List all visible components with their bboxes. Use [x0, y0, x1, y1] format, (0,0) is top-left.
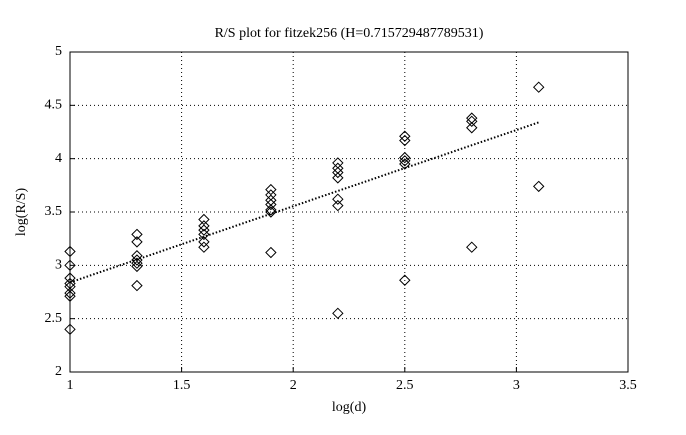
data-point [533, 81, 545, 93]
data-point [332, 193, 344, 205]
y-axis-label: log(R/S) [14, 188, 29, 237]
data-point [198, 241, 210, 253]
x-tick-label: 2 [290, 378, 297, 393]
data-point [399, 130, 411, 142]
data-point [466, 122, 478, 134]
data-point [198, 228, 210, 241]
data-point [64, 290, 76, 302]
data-point [131, 228, 143, 241]
data-point [198, 224, 210, 236]
data-point [399, 274, 411, 286]
y-tick-label: 2 [55, 364, 62, 379]
data-point [332, 166, 344, 179]
data-point [64, 245, 76, 258]
chart-title: R/S plot for fitzek256 (H=0.715729487789… [215, 26, 484, 41]
y-tick-label: 5 [55, 44, 62, 59]
x-axis-label: log(d) [332, 400, 367, 415]
data-point [332, 307, 344, 320]
data-point [265, 204, 277, 216]
data-point [64, 287, 76, 299]
x-tick-label: 3 [513, 378, 520, 393]
x-tick-label: 2.5 [396, 378, 414, 393]
data-point [265, 246, 277, 259]
x-tick-label: 1 [67, 378, 74, 393]
data-point [332, 172, 344, 184]
y-tick-label: 2.5 [45, 311, 63, 326]
data-point [399, 158, 411, 170]
data-point [399, 151, 411, 164]
data-point [64, 259, 76, 272]
data-point [131, 260, 143, 273]
y-tick-label: 3.5 [45, 204, 63, 219]
data-point [131, 279, 143, 292]
data-point [399, 134, 411, 147]
data-point [466, 115, 478, 128]
data-point [198, 220, 210, 232]
x-tick-label: 1.5 [173, 378, 191, 393]
plot-frame [69, 51, 629, 373]
data-point [332, 199, 344, 212]
data-point [64, 272, 76, 284]
data-point [533, 180, 545, 193]
data-point [265, 206, 277, 218]
data-point [399, 155, 411, 167]
data-point [198, 236, 210, 248]
y-tick-label: 4.5 [45, 98, 63, 113]
data-point [265, 198, 277, 211]
y-tick-label: 4 [55, 151, 62, 166]
data-point [131, 236, 143, 248]
data-point [466, 241, 478, 253]
x-tick-label: 3.5 [619, 378, 637, 393]
y-tick-label: 3 [55, 258, 62, 273]
data-point [64, 323, 76, 336]
